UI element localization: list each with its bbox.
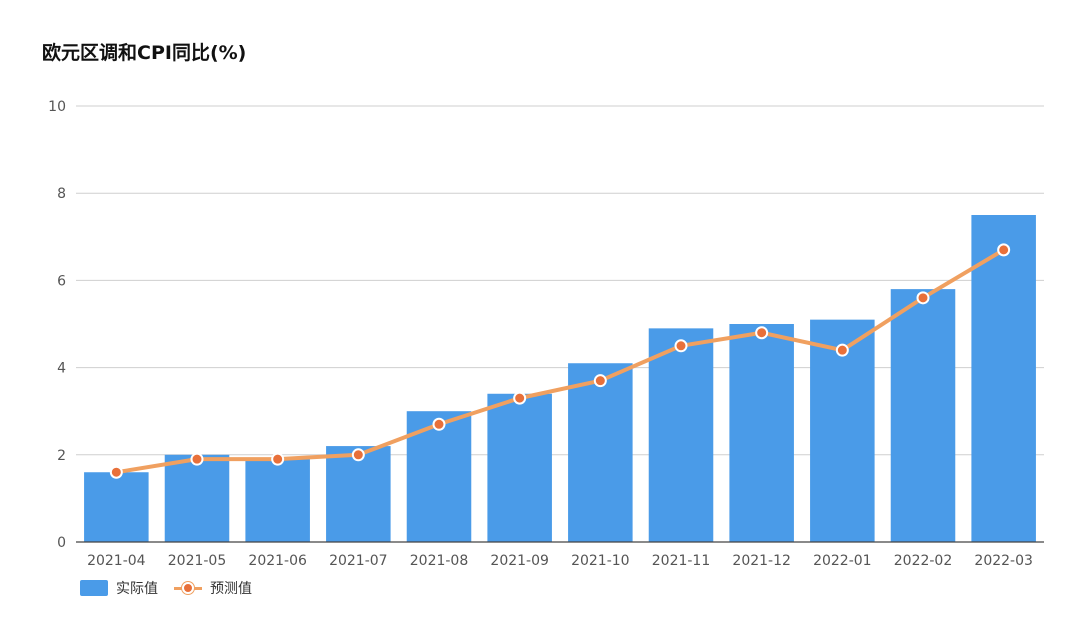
forecast-point[interactable] bbox=[674, 339, 688, 353]
forecast-point[interactable] bbox=[109, 465, 123, 479]
bar[interactable] bbox=[971, 215, 1036, 542]
forecast-point[interactable] bbox=[351, 448, 365, 462]
legend-label-forecast: 预测值 bbox=[210, 581, 252, 597]
forecast-point[interactable] bbox=[835, 343, 849, 357]
bar[interactable] bbox=[568, 363, 633, 542]
x-tick-label: 2021-07 bbox=[329, 553, 388, 569]
legend-bar-swatch bbox=[80, 580, 108, 596]
legend-line-swatch bbox=[174, 580, 202, 596]
line-series-forecast bbox=[109, 243, 1011, 479]
chart-title: 欧元区调和CPI同比(%) bbox=[42, 42, 247, 64]
bar[interactable] bbox=[84, 472, 149, 542]
x-tick-label: 2021-05 bbox=[168, 553, 227, 569]
x-tick-label: 2021-11 bbox=[652, 553, 711, 569]
forecast-point[interactable] bbox=[271, 452, 285, 466]
y-tick-label: 8 bbox=[57, 186, 66, 202]
bar-series-actual bbox=[84, 215, 1036, 542]
forecast-line bbox=[114, 247, 1006, 475]
y-tick-label: 10 bbox=[48, 99, 66, 115]
x-tick-label: 2021-09 bbox=[490, 553, 549, 569]
x-tick-label: 2021-12 bbox=[732, 553, 791, 569]
bar[interactable] bbox=[326, 446, 391, 542]
forecast-point[interactable] bbox=[755, 326, 769, 340]
gridlines bbox=[76, 105, 1044, 456]
y-tick-label: 0 bbox=[57, 535, 66, 551]
y-tick-label: 2 bbox=[57, 448, 66, 464]
forecast-point[interactable] bbox=[916, 291, 930, 305]
forecast-point[interactable] bbox=[997, 243, 1011, 257]
bar[interactable] bbox=[487, 393, 552, 542]
bar[interactable] bbox=[810, 319, 875, 542]
x-tick-label: 2022-01 bbox=[813, 553, 872, 569]
forecast-point[interactable] bbox=[190, 452, 204, 466]
x-tick-label: 2021-06 bbox=[248, 553, 307, 569]
forecast-point[interactable] bbox=[432, 417, 446, 431]
legend-label-actual: 实际值 bbox=[116, 581, 158, 597]
forecast-point[interactable] bbox=[593, 374, 607, 388]
y-axis-ticks: 0 2 4 6 8 10 bbox=[48, 99, 66, 551]
legend: 实际值 预测值 bbox=[80, 578, 252, 598]
forecast-point[interactable] bbox=[513, 391, 527, 405]
bar[interactable] bbox=[890, 289, 956, 542]
y-tick-label: 6 bbox=[57, 273, 66, 289]
x-tick-label: 2022-02 bbox=[894, 553, 953, 569]
x-tick-label: 2021-08 bbox=[410, 553, 469, 569]
bar[interactable] bbox=[164, 454, 230, 542]
bar[interactable] bbox=[245, 459, 310, 542]
x-tick-label: 2021-04 bbox=[87, 553, 146, 569]
x-tick-label: 2021-10 bbox=[571, 553, 630, 569]
bar[interactable] bbox=[648, 328, 714, 542]
legend-item-actual[interactable]: 实际值 bbox=[80, 578, 158, 598]
x-axis-ticks: 2021-04 2021-05 2021-06 2021-07 2021-08 2021-… bbox=[87, 553, 1033, 569]
legend-item-forecast[interactable]: 预测值 bbox=[174, 578, 252, 598]
y-tick-label: 4 bbox=[57, 361, 66, 377]
bar[interactable] bbox=[729, 324, 794, 542]
x-tick-label: 2022-03 bbox=[974, 553, 1033, 569]
